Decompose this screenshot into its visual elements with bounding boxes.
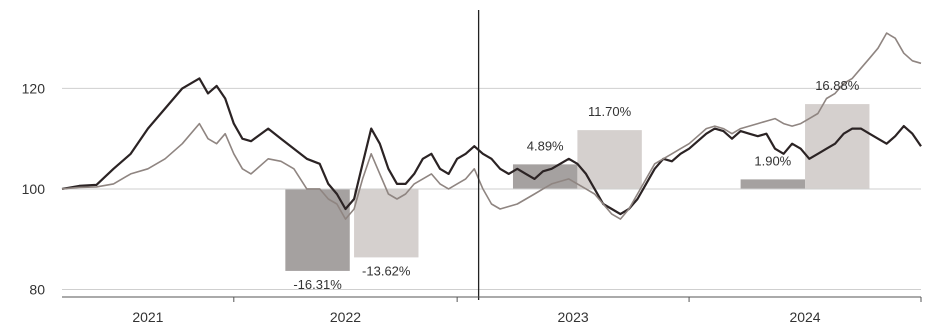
series-line-0: [61, 77, 922, 216]
bar-0: [285, 188, 350, 271]
bar-4: [740, 179, 806, 189]
bar-label-5: 16.88%: [815, 78, 860, 93]
x-year-label-3: 2024: [789, 309, 820, 325]
y-tick-label-1: 100: [22, 181, 46, 197]
y-tick-label-2: 120: [22, 80, 46, 96]
x-year-label-2: 2023: [558, 309, 589, 325]
bar-label-4: 1.90%: [754, 153, 791, 168]
y-tick-label-0: 80: [29, 281, 45, 297]
gridlines: [62, 87, 921, 290]
bar-2: [512, 164, 578, 189]
bar-label-2: 4.89%: [527, 138, 564, 153]
bar-5: [805, 104, 870, 189]
series-line-1: [61, 32, 922, 220]
bar-label-1: -13.62%: [362, 263, 411, 278]
axes: 80 100 120 2021 2022 2023 2024: [22, 80, 922, 325]
bars-layer: [285, 104, 870, 271]
bar-label-0: -16.31%: [293, 277, 342, 292]
bar-label-3: 11.70%: [588, 104, 632, 119]
x-year-label-1: 2022: [330, 309, 361, 325]
x-year-label-0: 2021: [132, 309, 163, 325]
bar-3: [577, 130, 642, 189]
bar-labels: -16.31% -13.62% 4.89% 11.70% 1.90% 16.88%: [293, 78, 859, 292]
bar-1: [354, 188, 419, 258]
series-layer: [61, 32, 922, 220]
